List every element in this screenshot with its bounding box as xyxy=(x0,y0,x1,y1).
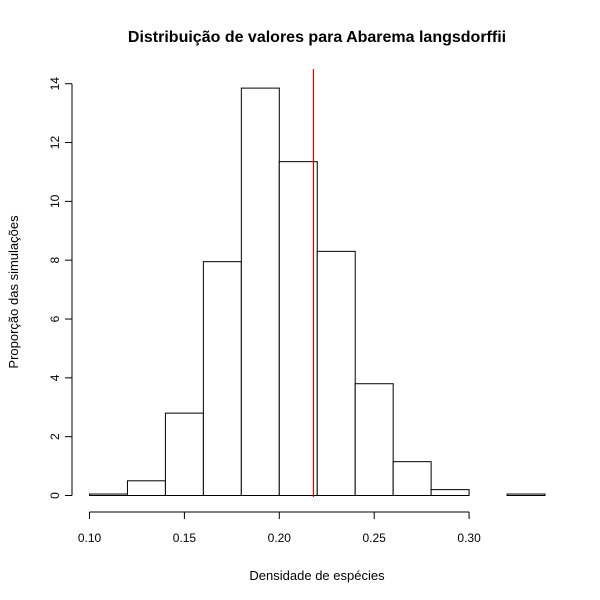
histogram-bar-9 xyxy=(430,489,470,497)
y-tick-label-6: 12 xyxy=(48,136,62,150)
y-tick-label-5: 10 xyxy=(48,194,62,208)
x-axis: 0.10 0.15 0.20 0.25 0.30 xyxy=(78,511,481,545)
y-tick-label-4: 8 xyxy=(48,257,62,264)
x-tick-label-4: 0.30 xyxy=(457,531,481,545)
histogram-bar-1 xyxy=(126,480,166,496)
histogram-bar-7 xyxy=(354,383,394,497)
x-tick-label-1: 0.15 xyxy=(173,531,197,545)
y-axis: 0 2 4 6 8 10 12 14 xyxy=(48,77,73,499)
histogram-bar-8 xyxy=(392,461,432,496)
histogram-bar-0 xyxy=(89,493,128,496)
histogram-bar-3 xyxy=(202,261,242,496)
chart-title: Distribuição de valores para Abarema lan… xyxy=(128,29,506,46)
histogram-bar-5 xyxy=(278,161,318,496)
histogram-bar-6 xyxy=(316,250,356,496)
y-tick-label-7: 14 xyxy=(48,77,62,91)
x-tick-label-2: 0.20 xyxy=(268,531,292,545)
x-tick-label-3: 0.25 xyxy=(363,531,387,545)
y-tick-label-3: 6 xyxy=(48,315,62,322)
y-tick-label-2: 4 xyxy=(48,374,62,381)
y-tick-label-1: 2 xyxy=(48,433,62,440)
histogram-bar-4 xyxy=(240,87,280,497)
x-tick-label-0: 0.10 xyxy=(78,531,102,545)
y-tick-label-0: 0 xyxy=(48,492,62,499)
histogram-bars xyxy=(89,87,546,497)
histogram-bar-11 xyxy=(506,493,546,496)
histogram-bar-2 xyxy=(164,412,204,497)
x-axis-label: Densidade de espécies xyxy=(249,568,385,583)
y-axis-label: Proporção das simulações xyxy=(6,215,21,369)
